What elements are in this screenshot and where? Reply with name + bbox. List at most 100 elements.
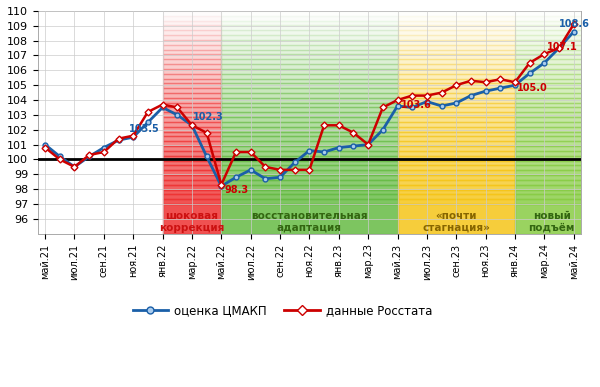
данные Росстата <box>497 77 504 82</box>
Bar <box>221 112 398 117</box>
данные Росстата <box>467 79 475 83</box>
Bar <box>515 127 589 132</box>
Bar <box>398 59 515 64</box>
Bar <box>221 137 398 141</box>
данные Росстата <box>130 134 137 138</box>
Bar <box>221 132 398 137</box>
Text: новый
подъём: новый подъём <box>529 211 575 233</box>
оценка ЦМАКП <box>541 61 548 65</box>
Bar <box>163 64 221 69</box>
оценка ЦМАКП <box>570 29 577 34</box>
данные Росстата <box>423 93 430 98</box>
Bar <box>398 170 515 175</box>
Bar <box>163 93 221 98</box>
Bar <box>398 151 515 156</box>
Bar <box>398 185 515 190</box>
Text: 103.6: 103.6 <box>400 100 431 110</box>
Text: 107.1: 107.1 <box>547 42 577 52</box>
Bar <box>163 98 221 103</box>
Bar <box>515 26 589 30</box>
Bar <box>163 45 221 50</box>
Bar <box>221 161 398 165</box>
Bar <box>163 199 221 204</box>
оценка ЦМАКП <box>409 105 416 110</box>
Bar <box>515 30 589 35</box>
Text: «почти
стагнация»: «почти стагнация» <box>422 211 490 233</box>
Text: восстановительная
адаптация: восстановительная адаптация <box>251 211 368 233</box>
Bar <box>398 50 515 55</box>
оценка ЦМАКП <box>173 113 181 117</box>
Bar <box>221 190 398 194</box>
оценка ЦМАКП <box>218 184 225 188</box>
данные Росстата <box>159 102 166 107</box>
Bar <box>515 103 589 108</box>
Bar <box>221 30 398 35</box>
Bar <box>221 194 398 199</box>
Bar <box>221 108 398 112</box>
данные Росстата <box>306 168 313 172</box>
оценка ЦМАКП <box>262 176 269 181</box>
Bar <box>515 146 589 151</box>
оценка ЦМАКП <box>511 83 518 87</box>
данные Росстата <box>482 80 489 84</box>
Bar <box>221 180 398 185</box>
Bar <box>398 21 515 26</box>
Bar <box>515 185 589 190</box>
Bar <box>221 122 398 127</box>
Bar <box>221 146 398 151</box>
Bar <box>398 103 515 108</box>
оценка ЦМАКП <box>247 168 254 172</box>
Text: 108.6: 108.6 <box>559 19 590 29</box>
Bar <box>163 190 221 194</box>
Bar <box>398 11 515 16</box>
Bar <box>163 83 221 88</box>
Bar <box>515 194 589 199</box>
Bar <box>515 88 589 93</box>
оценка ЦМАКП <box>482 89 489 94</box>
Bar <box>515 170 589 175</box>
Bar <box>221 55 398 59</box>
Bar <box>163 69 221 74</box>
Bar <box>515 112 589 117</box>
оценка ЦМАКП <box>423 99 430 104</box>
Bar <box>398 93 515 98</box>
Bar <box>515 175 589 180</box>
Bar <box>163 79 221 83</box>
Bar <box>515 190 589 194</box>
Bar <box>398 74 515 79</box>
Bar <box>163 16 221 21</box>
данные Росстата <box>56 157 64 162</box>
данные Росстата <box>100 150 107 154</box>
оценка ЦМАКП <box>188 123 196 128</box>
Bar <box>398 26 515 30</box>
Bar <box>221 16 398 21</box>
Bar <box>398 79 515 83</box>
оценка ЦМАКП <box>556 46 563 50</box>
оценка ЦМАКП <box>115 138 122 142</box>
оценка ЦМАКП <box>130 135 137 139</box>
Bar <box>515 156 589 161</box>
данные Росстата <box>232 150 239 154</box>
Bar <box>163 59 221 64</box>
Bar <box>221 117 398 122</box>
Bar <box>163 137 221 141</box>
Bar <box>163 50 221 55</box>
Bar <box>398 165 515 170</box>
Bar <box>515 108 589 112</box>
Bar <box>221 11 398 16</box>
Bar <box>163 132 221 137</box>
Bar <box>221 185 398 190</box>
Bar <box>163 204 221 234</box>
Bar <box>163 103 221 108</box>
Bar <box>398 16 515 21</box>
Bar <box>398 156 515 161</box>
оценка ЦМАКП <box>320 150 328 154</box>
оценка ЦМАКП <box>86 154 93 159</box>
Bar <box>163 21 221 26</box>
оценка ЦМАКП <box>41 142 49 147</box>
Bar <box>163 26 221 30</box>
Bar <box>163 127 221 132</box>
данные Росстата <box>511 80 518 84</box>
оценка ЦМАКП <box>350 144 357 148</box>
оценка ЦМАКП <box>145 120 152 125</box>
